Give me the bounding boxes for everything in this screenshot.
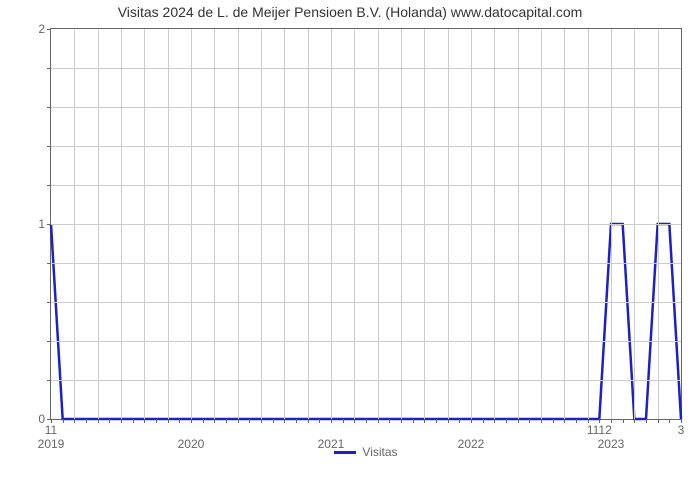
x-axis-minor-tick — [623, 419, 624, 423]
y-axis-minor-tick — [47, 341, 51, 342]
horizontal-gridline — [51, 185, 681, 186]
x-axis-minor-tick — [354, 419, 355, 423]
x-axis-minor-tick — [553, 419, 554, 423]
x-axis-minor-tick — [273, 419, 274, 423]
x-axis-minor-tick — [238, 419, 239, 423]
horizontal-gridline — [51, 68, 681, 69]
x-axis-minor-tick — [576, 419, 577, 423]
horizontal-gridline — [51, 302, 681, 303]
x-axis-minor-tick — [51, 419, 52, 423]
x-axis-minor-tick — [308, 419, 309, 423]
y-axis-minor-tick — [47, 29, 51, 30]
x-axis-minor-tick — [366, 419, 367, 423]
x-axis-minor-tick — [483, 419, 484, 423]
horizontal-gridline — [51, 146, 681, 147]
x-axis-year-label: 2022 — [458, 419, 485, 451]
y-axis-minor-tick — [47, 302, 51, 303]
x-axis-minor-tick — [436, 419, 437, 423]
y-axis-minor-tick — [47, 185, 51, 186]
x-axis-minor-tick — [144, 419, 145, 423]
chart-title: Visitas 2024 de L. de Meijer Pensioen B.… — [0, 4, 700, 20]
x-axis-minor-tick — [284, 419, 285, 423]
x-axis-minor-tick — [86, 419, 87, 423]
x-axis-minor-tick — [518, 419, 519, 423]
x-axis-minor-tick — [74, 419, 75, 423]
x-axis-minor-tick — [459, 419, 460, 423]
x-axis-minor-tick — [413, 419, 414, 423]
x-axis-minor-tick — [506, 419, 507, 423]
x-axis-minor-tick — [168, 419, 169, 423]
x-axis-minor-tick — [319, 419, 320, 423]
x-axis-minor-tick — [389, 419, 390, 423]
x-axis-minor-tick — [249, 419, 250, 423]
x-axis-minor-tick — [331, 419, 332, 423]
x-axis-minor-tick — [226, 419, 227, 423]
x-axis-year-label: 2021 — [318, 419, 345, 451]
x-axis-minor-tick — [681, 419, 682, 423]
horizontal-gridline — [51, 380, 681, 381]
x-axis-minor-tick — [564, 419, 565, 423]
y-axis-minor-tick — [47, 224, 51, 225]
x-axis-minor-tick — [214, 419, 215, 423]
x-axis-minor-tick — [448, 419, 449, 423]
x-axis-minor-tick — [203, 419, 204, 423]
y-axis-minor-tick — [47, 380, 51, 381]
x-axis-minor-tick — [646, 419, 647, 423]
horizontal-gridline — [51, 263, 681, 264]
x-axis-minor-tick — [261, 419, 262, 423]
x-axis-minor-tick — [98, 419, 99, 423]
y-axis-minor-tick — [47, 263, 51, 264]
x-axis-minor-tick — [529, 419, 530, 423]
x-axis-minor-tick — [599, 419, 600, 423]
x-axis-minor-tick — [191, 419, 192, 423]
x-axis-minor-tick — [494, 419, 495, 423]
y-axis-minor-tick — [47, 146, 51, 147]
chart-legend: Visitas — [51, 445, 681, 459]
horizontal-gridline — [51, 341, 681, 342]
y-axis-minor-tick — [47, 68, 51, 69]
x-axis-minor-tick — [401, 419, 402, 423]
x-axis-minor-tick — [669, 419, 670, 423]
x-axis-minor-tick — [634, 419, 635, 423]
horizontal-gridline — [51, 224, 681, 225]
x-axis-minor-tick — [179, 419, 180, 423]
x-axis-minor-tick — [541, 419, 542, 423]
x-axis-minor-tick — [378, 419, 379, 423]
x-axis-minor-tick — [471, 419, 472, 423]
x-axis-minor-tick — [343, 419, 344, 423]
x-axis-minor-tick — [121, 419, 122, 423]
x-axis-minor-tick — [658, 419, 659, 423]
chart-plot-area: Visitas 012201920202021202220231111123 — [50, 28, 682, 420]
x-axis-minor-tick — [588, 419, 589, 423]
x-axis-minor-tick — [63, 419, 64, 423]
x-axis-minor-tick — [156, 419, 157, 423]
x-axis-year-label: 2020 — [178, 419, 205, 451]
x-axis-minor-tick — [109, 419, 110, 423]
x-axis-minor-tick — [133, 419, 134, 423]
legend-label: Visitas — [362, 445, 397, 459]
x-axis-minor-tick — [611, 419, 612, 423]
x-axis-minor-tick — [296, 419, 297, 423]
horizontal-gridline — [51, 107, 681, 108]
x-axis-minor-tick — [424, 419, 425, 423]
y-axis-minor-tick — [47, 107, 51, 108]
